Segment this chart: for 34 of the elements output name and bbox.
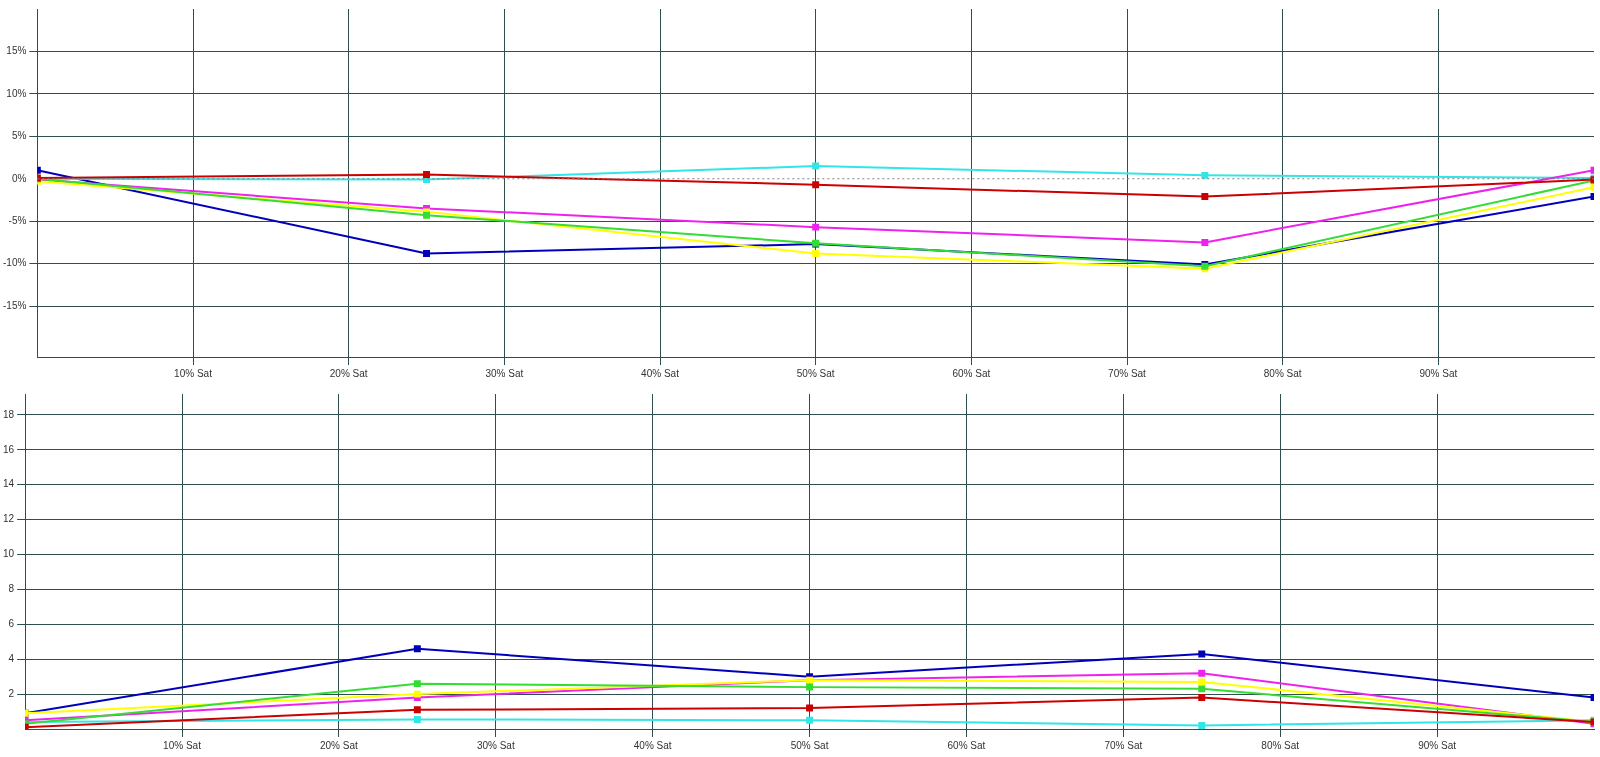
y-tick-label: 2 [8, 687, 15, 699]
x-tick-label: 40% Sat [633, 739, 672, 751]
x-tick-label: 60% Sat [952, 367, 991, 379]
x-tick-label: 80% Sat [1263, 367, 1302, 379]
y-tick-label: 5% [11, 130, 27, 142]
x-tick-label: 30% Sat [485, 367, 524, 379]
x-tick-label: 50% Sat [796, 367, 835, 379]
y-tick-label: -10% [2, 257, 27, 269]
y-tick-label: -15% [2, 299, 27, 311]
x-tick-label: 70% Sat [1104, 739, 1143, 751]
x-tick-label: 80% Sat [1261, 739, 1300, 751]
y-tick-label: 10 [3, 548, 15, 560]
y-tick-label: 16 [3, 443, 15, 455]
x-tick-label: 20% Sat [319, 739, 359, 751]
y-tick-label: 18 [3, 408, 15, 420]
y-tick-label: 0% [11, 172, 27, 184]
x-tick-label: 40% Sat [641, 367, 680, 379]
x-tick-label: 90% Sat [1419, 367, 1458, 379]
x-tick-label: 70% Sat [1108, 367, 1147, 379]
x-tick-label: 90% Sat [1418, 739, 1457, 751]
y-tick-label: 8 [8, 583, 15, 595]
y-tick-label: 4 [8, 652, 15, 664]
y-tick-label: 12 [3, 513, 15, 525]
y-tick-label: 6 [8, 618, 15, 630]
x-tick-label: 60% Sat [947, 739, 986, 751]
y-tick-label: 10% [6, 87, 27, 99]
x-tick-label: 10% Sat [163, 739, 202, 751]
x-tick-label: 10% Sat [174, 367, 213, 379]
y-tick-label: -5% [8, 214, 27, 226]
x-tick-label: 20% Sat [329, 367, 368, 379]
x-tick-label: 50% Sat [790, 739, 829, 751]
y-tick-label: 15% [6, 45, 27, 57]
y-tick-label: 14 [3, 478, 15, 490]
x-tick-label: 30% Sat [476, 739, 515, 751]
